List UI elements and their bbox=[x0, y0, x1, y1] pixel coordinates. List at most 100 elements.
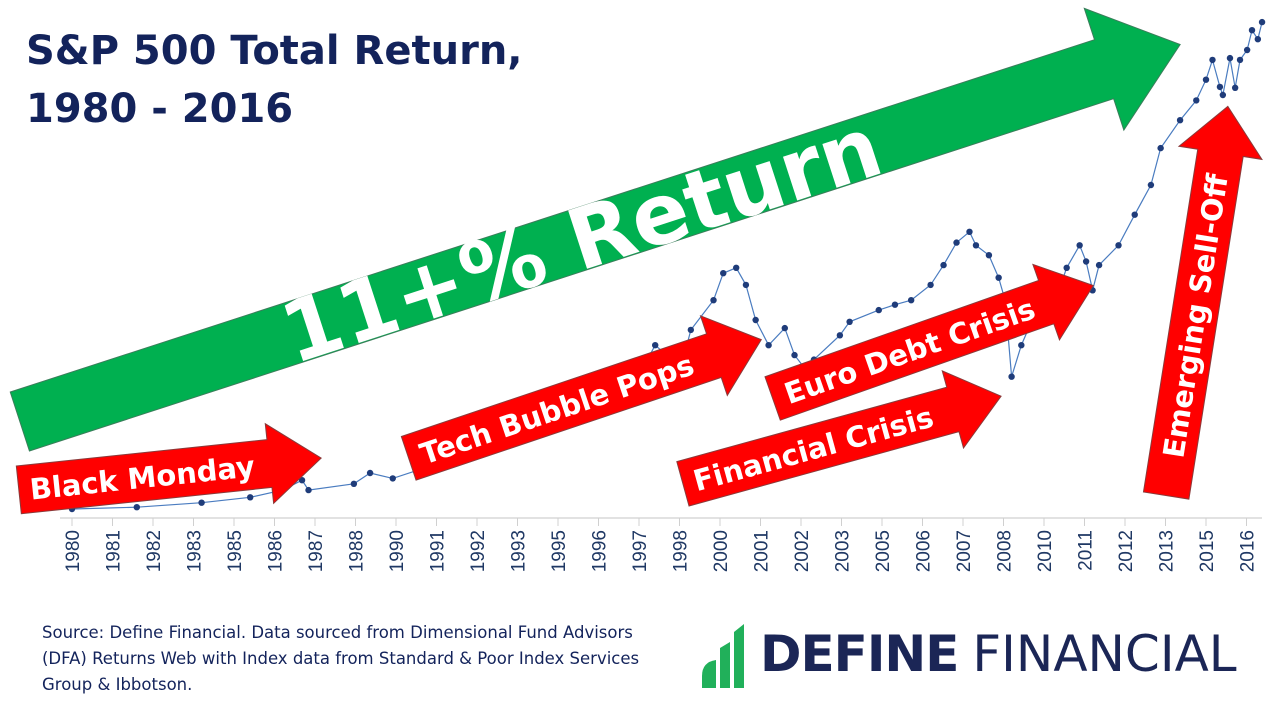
data-point bbox=[907, 297, 915, 304]
emerging-selloff-arrow-shape bbox=[1142, 105, 1263, 500]
data-point bbox=[1063, 264, 1070, 271]
x-tick-label: 2011 bbox=[1076, 530, 1097, 571]
x-tick-label: 1993 bbox=[509, 530, 530, 572]
x-tick-label: 1997 bbox=[630, 530, 651, 572]
x-tick-label: 1996 bbox=[590, 530, 611, 572]
emerging-selloff-arrow: Emerging Sell-Off bbox=[1142, 105, 1263, 500]
data-point bbox=[1226, 54, 1234, 62]
data-point bbox=[687, 326, 695, 334]
x-tick-label: 1980 bbox=[63, 530, 84, 572]
logo-word-define: DEFINE bbox=[760, 625, 959, 683]
data-point bbox=[752, 316, 759, 324]
data-point bbox=[995, 274, 1002, 281]
define-financial-logo: DEFINE FINANCIAL bbox=[700, 614, 1237, 694]
data-point bbox=[198, 499, 205, 506]
data-point bbox=[1082, 258, 1090, 265]
data-point bbox=[305, 486, 312, 494]
data-point bbox=[1115, 242, 1122, 249]
data-point bbox=[953, 239, 960, 246]
page-title: S&P 500 Total Return, 1980 - 2016 bbox=[26, 28, 523, 132]
data-point bbox=[1131, 211, 1138, 218]
logo-bars-icon bbox=[702, 624, 744, 688]
data-point bbox=[781, 324, 788, 332]
x-tick-label: 1988 bbox=[347, 530, 368, 572]
data-point bbox=[710, 297, 717, 304]
x-tick-label: 1985 bbox=[225, 530, 246, 572]
x-tick-label: 2013 bbox=[1157, 530, 1178, 572]
x-tick-label: 2001 bbox=[752, 530, 773, 572]
data-point bbox=[720, 270, 727, 277]
logo-word-financial: FINANCIAL bbox=[972, 625, 1237, 683]
x-tick-label: 1991 bbox=[428, 530, 449, 572]
euro-debt-arrow-shape bbox=[764, 263, 1095, 421]
data-point bbox=[1095, 261, 1103, 269]
data-point bbox=[966, 228, 973, 235]
x-tick-label: 1998 bbox=[671, 530, 692, 572]
data-point bbox=[652, 342, 659, 349]
x-tick-label: 1986 bbox=[266, 530, 287, 572]
data-point bbox=[891, 301, 899, 308]
data-point bbox=[836, 332, 844, 339]
data-point bbox=[1008, 373, 1015, 380]
x-tick-label: 2007 bbox=[954, 530, 975, 572]
x-tick-label: 2005 bbox=[873, 530, 894, 572]
data-point bbox=[1248, 27, 1256, 34]
data-point bbox=[1202, 76, 1210, 83]
data-point bbox=[1236, 56, 1244, 64]
data-point bbox=[985, 252, 993, 259]
data-point bbox=[791, 351, 798, 359]
tech-bubble-label: Tech Bubble Pops bbox=[416, 348, 699, 472]
data-point bbox=[940, 261, 947, 269]
data-point bbox=[972, 242, 980, 249]
x-tick-label: 2000 bbox=[711, 530, 732, 572]
data-point bbox=[733, 264, 740, 271]
black-monday-arrow-shape bbox=[15, 422, 322, 515]
x-tick-label: 2006 bbox=[914, 530, 935, 572]
data-point bbox=[1018, 342, 1025, 349]
x-tick-label: 1992 bbox=[468, 530, 489, 572]
data-point bbox=[1216, 83, 1224, 91]
x-tick-label: 2008 bbox=[995, 530, 1016, 572]
financial-crisis-arrow-shape bbox=[676, 370, 1002, 507]
emerging-selloff-label: Emerging Sell-Off bbox=[1156, 171, 1235, 460]
data-point bbox=[927, 281, 934, 289]
x-tick-label: 1981 bbox=[104, 530, 125, 572]
data-point bbox=[1147, 181, 1155, 189]
x-tick-label: 1990 bbox=[387, 530, 408, 572]
return-arrow-shape bbox=[9, 7, 1181, 452]
data-point bbox=[1157, 144, 1164, 152]
data-point bbox=[247, 494, 254, 501]
data-point bbox=[298, 477, 306, 484]
data-point bbox=[742, 281, 750, 289]
source-note: Source: Define Financial. Data sourced f… bbox=[42, 623, 640, 694]
data-point bbox=[1231, 84, 1239, 92]
data-point bbox=[1219, 91, 1227, 99]
data-point bbox=[1076, 242, 1083, 249]
x-axis-ticks: 1980 1981 1982 1983 1985 1986 1987 1988 1990 1991… bbox=[63, 518, 1259, 572]
x-tick-label: 1983 bbox=[185, 530, 206, 572]
x-tick-label: 2012 bbox=[1116, 530, 1137, 572]
return-arrow-label: 11+% Return bbox=[270, 97, 893, 383]
data-point bbox=[1209, 56, 1216, 64]
data-point bbox=[133, 504, 140, 511]
x-tick-label: 2003 bbox=[833, 530, 854, 572]
data-point bbox=[389, 475, 396, 482]
euro-debt-label: Euro Debt Crisis bbox=[780, 291, 1040, 411]
x-tick-label: 2010 bbox=[1035, 530, 1056, 572]
data-point bbox=[1243, 46, 1251, 54]
data-point bbox=[1258, 18, 1266, 26]
x-tick-label: 2002 bbox=[792, 530, 813, 572]
x-tick-label: 2015 bbox=[1197, 530, 1218, 572]
x-tick-label: 2016 bbox=[1238, 530, 1259, 572]
x-tick-label: 1982 bbox=[144, 530, 165, 572]
data-point bbox=[846, 318, 853, 325]
data-point bbox=[765, 342, 772, 349]
data-point bbox=[1254, 36, 1262, 43]
data-point bbox=[350, 480, 358, 487]
data-point bbox=[1176, 117, 1184, 124]
data-point bbox=[366, 469, 374, 477]
tech-bubble-arrow-shape bbox=[400, 314, 763, 481]
x-tick-label: 1987 bbox=[306, 530, 327, 572]
x-tick-label: 1995 bbox=[549, 530, 570, 572]
